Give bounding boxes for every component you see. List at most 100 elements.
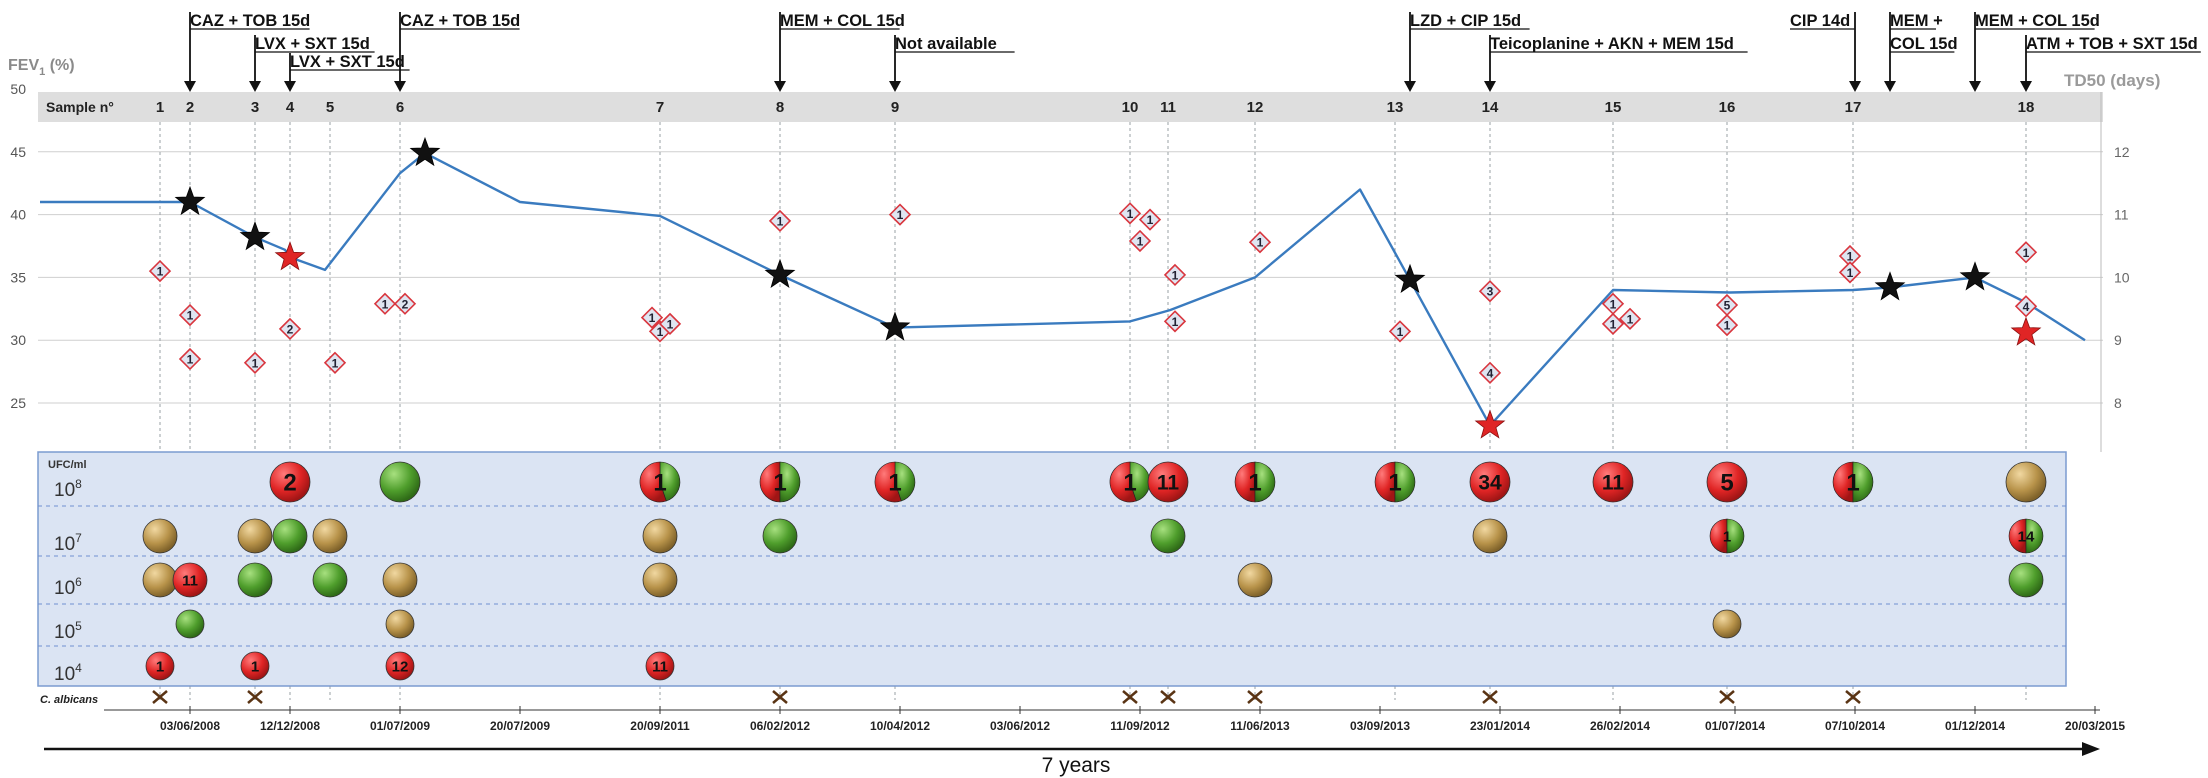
fev1-star-black <box>764 258 796 288</box>
bubble-body <box>1706 461 1748 503</box>
bubble-label: 1 <box>653 470 666 497</box>
culture-bubble: 1 <box>1832 461 1874 503</box>
td50-diamond <box>1163 263 1187 287</box>
td50-point: 1 <box>888 203 912 226</box>
culture-bubble: 1 <box>759 461 801 503</box>
treatment-arrowhead <box>1404 81 1416 92</box>
culture-bubble: 2 <box>269 461 311 503</box>
bubble-label: 11 <box>182 572 198 589</box>
bubble-label: 11 <box>1602 472 1625 495</box>
x-date-label: 11/06/2013 <box>1230 719 1290 733</box>
treatment-label: LZD + CIP 15d <box>1410 12 1521 30</box>
bubble-body <box>645 651 675 681</box>
culture-bubble: 1 <box>639 461 681 503</box>
sample-label: 11 <box>1160 99 1176 116</box>
td50-point: 1 <box>658 312 682 336</box>
td50-point: 4 <box>1478 361 1502 384</box>
y-right-tick: 8 <box>2114 395 2122 411</box>
td50-diamond <box>1128 229 1152 253</box>
td50-point: 2 <box>393 292 417 315</box>
bubble-label: 1 <box>1123 470 1136 497</box>
sample-row-label: Sample n° <box>46 99 114 115</box>
y-left-title: FEV1 (%) <box>8 57 75 78</box>
bubble-sector <box>1374 461 1396 503</box>
candida-mark-stroke <box>1845 690 1861 704</box>
treatment-label: LVX + SXT 15d <box>290 53 405 71</box>
band-label-exp: 8 <box>75 477 82 491</box>
band-label-exp: 4 <box>75 661 82 675</box>
y-right-tick: 9 <box>2114 332 2122 348</box>
td50-diamond <box>373 292 397 315</box>
td50-point: 2 <box>278 317 302 341</box>
td50-point: 1 <box>2014 241 2038 264</box>
treatment-arrowhead <box>1969 81 1981 92</box>
culture-bubble: 11 <box>1147 461 1189 503</box>
td50-diamond <box>640 306 664 329</box>
td50-point-label: 1 <box>1610 317 1617 331</box>
bubble-body <box>1472 518 1508 554</box>
sample-label: 9 <box>891 99 899 116</box>
culture-bubble <box>2008 562 2044 598</box>
td50-diamond <box>1388 320 1412 343</box>
band-label-base: 10 <box>54 480 75 501</box>
td50-point: 1 <box>243 351 267 374</box>
td50-diamond <box>148 259 172 283</box>
y-left-title-main: FEV <box>8 57 39 74</box>
candida-mark <box>152 690 168 704</box>
culture-bubble: 1 <box>1374 461 1416 503</box>
td50-point: 1 <box>640 306 664 329</box>
sample-label: 12 <box>1247 99 1264 116</box>
treatment-arrowhead <box>394 81 406 92</box>
treatment-label: COL 15d <box>1890 35 1958 53</box>
candida-mark <box>1482 690 1498 704</box>
sample-row-band <box>38 92 2103 122</box>
candida-mark-stroke <box>152 690 168 704</box>
band-label: 106 <box>54 575 82 599</box>
culture-bubble <box>312 562 348 598</box>
td50-diamond <box>2014 295 2038 318</box>
td50-point-label: 1 <box>897 208 904 222</box>
x-date-label: 11/09/2012 <box>1110 719 1170 733</box>
bubble-sector <box>1832 461 1854 503</box>
y-left-tick: 40 <box>10 207 26 223</box>
treatment-label: CAZ + TOB 15d <box>400 12 520 30</box>
band-label: 107 <box>54 531 82 555</box>
bubble-body <box>379 461 421 503</box>
candida-mark <box>1719 690 1735 704</box>
bubble-body <box>762 518 798 554</box>
candida-mark <box>1160 690 1176 704</box>
bubble-body <box>312 562 348 598</box>
y-left-tick: 45 <box>10 144 26 160</box>
y-left-title-unit: (%) <box>45 57 74 74</box>
bubble-label: 2 <box>283 470 296 497</box>
treatment-arrowhead <box>1884 81 1896 92</box>
treatment-label: ATM + TOB + SXT 15d <box>2026 35 2198 53</box>
td50-point-label: 1 <box>777 214 784 228</box>
td50-point: 1 <box>178 347 202 371</box>
td50-point: 1 <box>1128 229 1152 253</box>
td50-diamond <box>178 347 202 371</box>
bubble-sector <box>639 461 667 503</box>
culture-bubble <box>1712 609 1742 639</box>
td50-point: 1 <box>323 351 347 374</box>
td50-point-label: 1 <box>1610 297 1617 311</box>
candida-mark <box>247 690 263 704</box>
culture-bubble <box>237 562 273 598</box>
td50-point-label: 3 <box>1487 285 1494 299</box>
td50-point-label: 1 <box>382 297 389 311</box>
td50-point: 1 <box>178 303 202 327</box>
sample-label: 14 <box>1482 99 1499 116</box>
td50-point: 1 <box>1715 313 1739 337</box>
td50-point-label: 1 <box>1724 319 1731 333</box>
bubble-body <box>272 518 308 554</box>
sample-label: 13 <box>1387 99 1404 116</box>
band-label: 104 <box>54 661 82 685</box>
td50-diamond <box>1618 307 1642 330</box>
x-date-label: 06/02/2012 <box>750 719 810 733</box>
bubble-body <box>1469 461 1511 503</box>
treatment-label: MEM + <box>1890 12 1943 30</box>
bubble-body <box>642 562 678 598</box>
x-date-label: 20/09/2011 <box>630 719 690 733</box>
td50-diamond <box>1118 202 1142 225</box>
bubble-label: 11 <box>652 658 668 675</box>
